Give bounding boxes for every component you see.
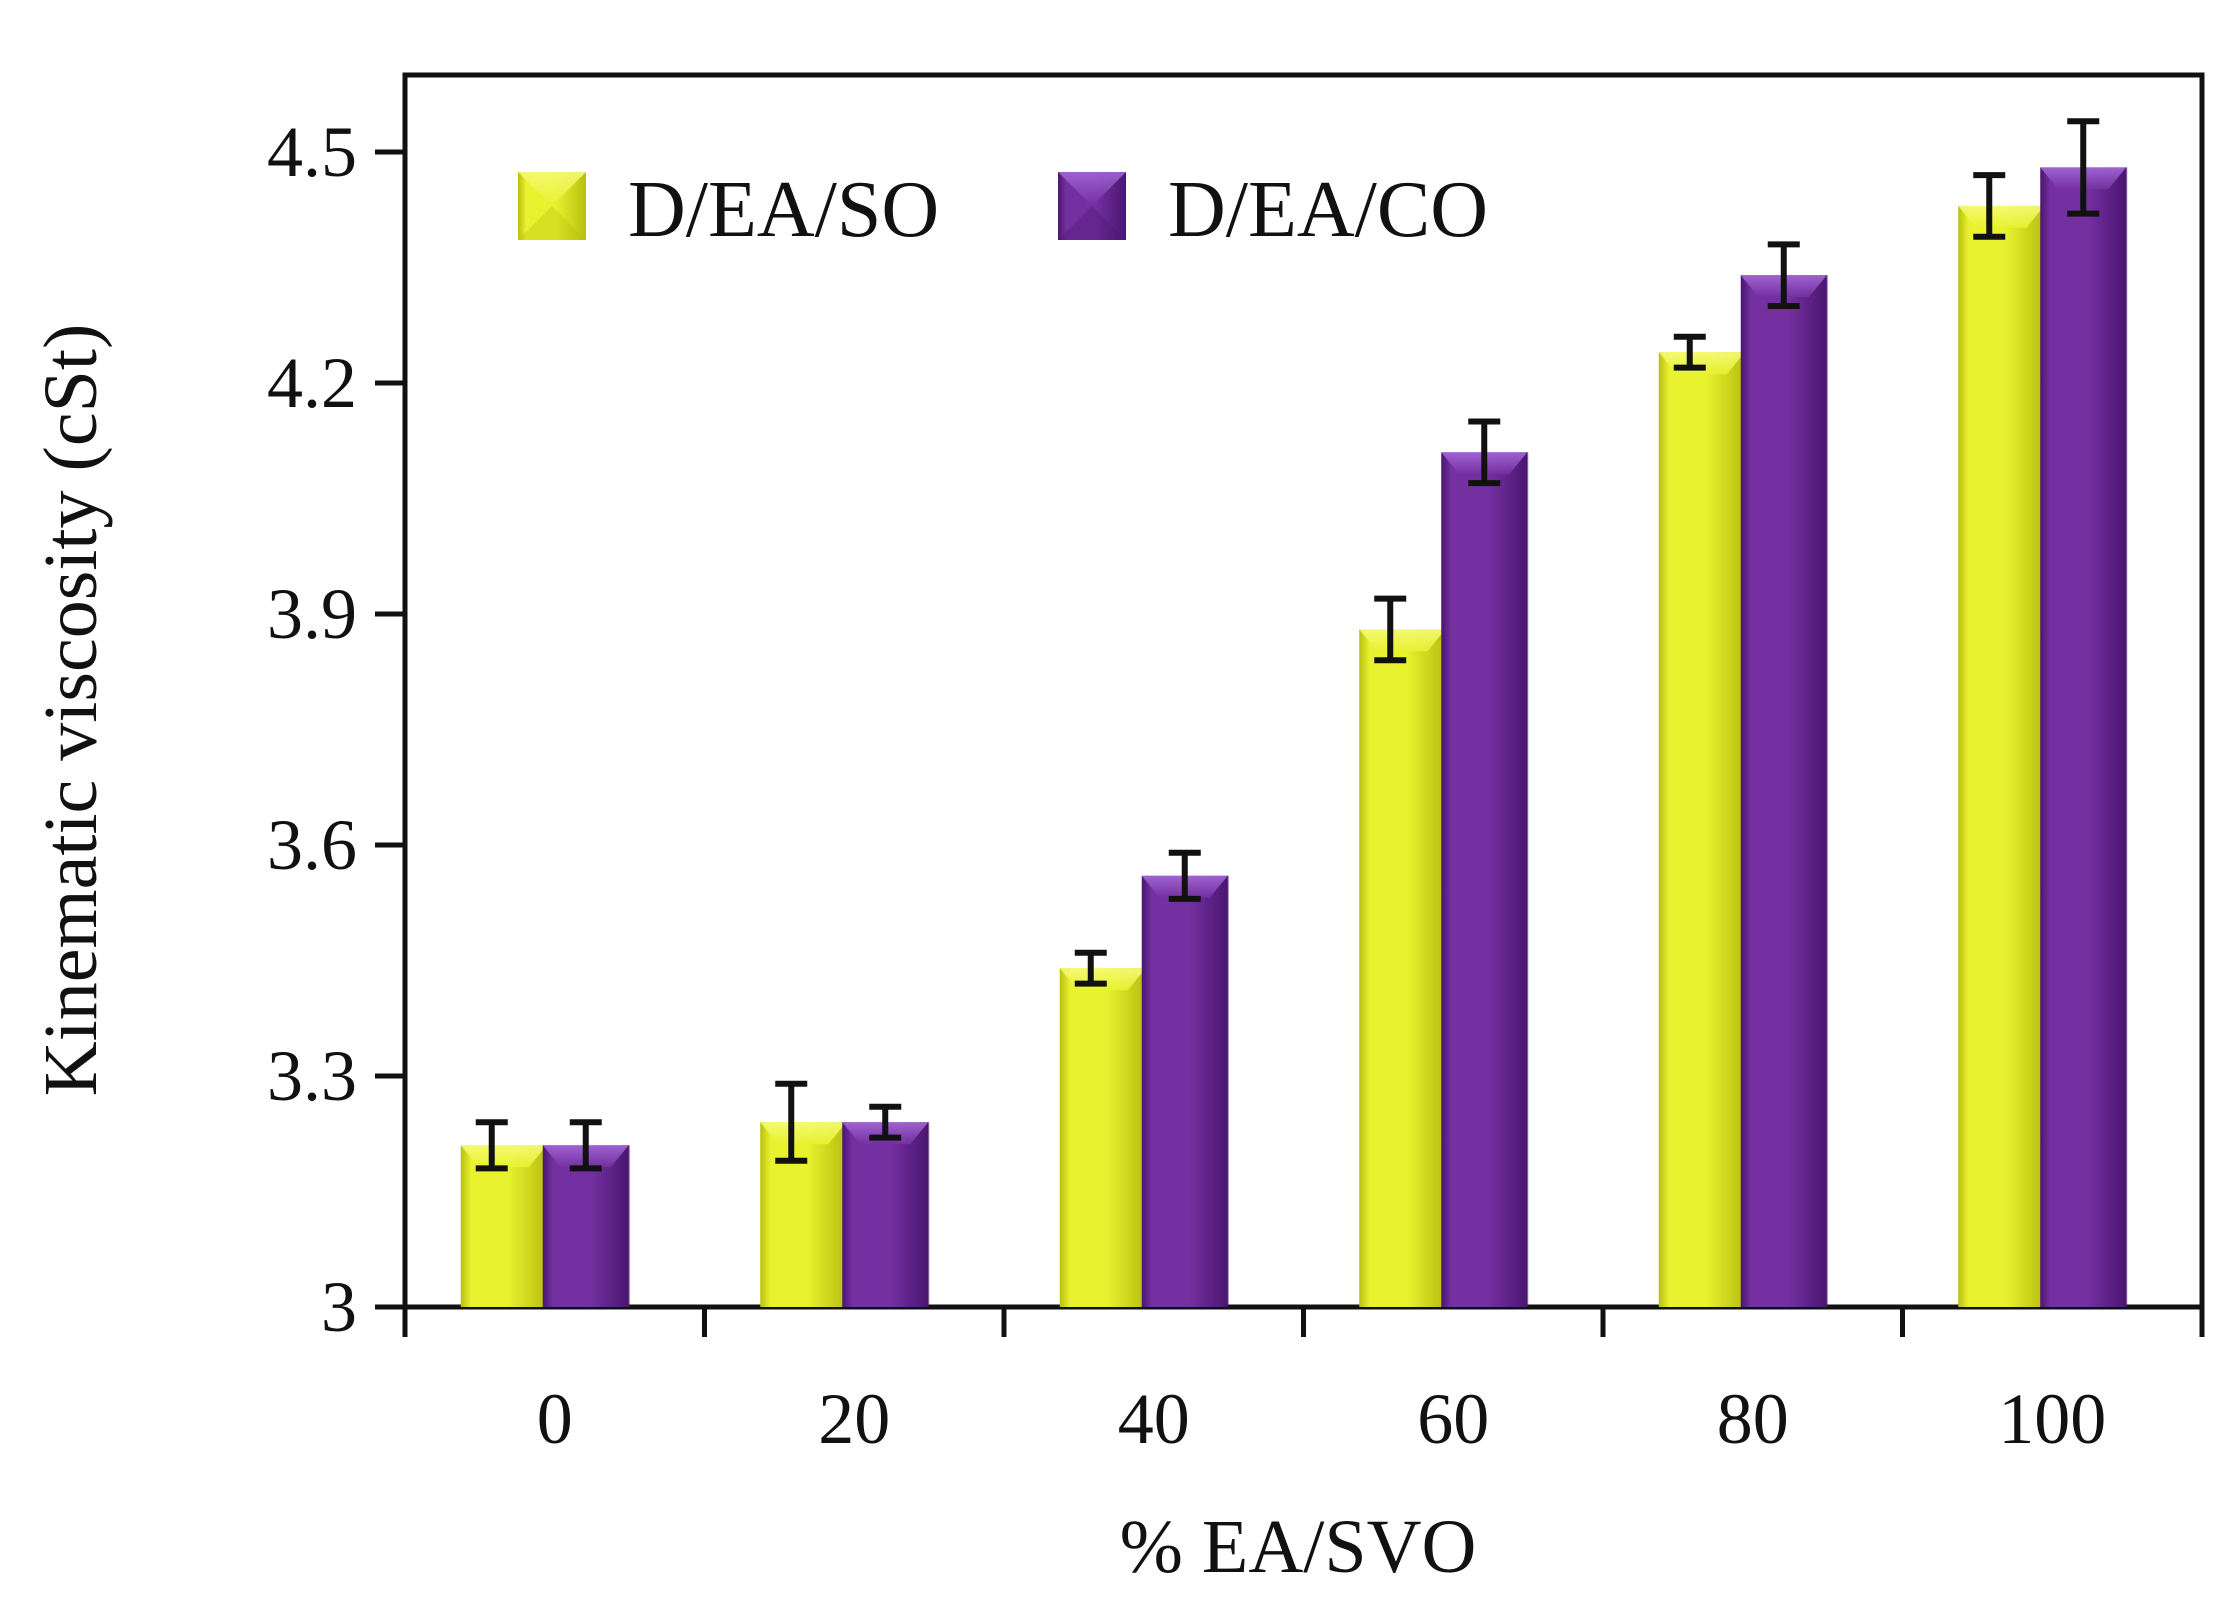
bar-body (1141, 875, 1228, 1307)
y-tick-label: 3.6 (267, 805, 357, 885)
bar-cap (460, 1145, 547, 1168)
bar-body (1359, 629, 1446, 1307)
bar-cap (1958, 205, 2045, 228)
error-bars-layer (475, 118, 2100, 1172)
bar-body (1958, 205, 2045, 1307)
legend: D/EA/SO D/EA/CO (518, 166, 1488, 254)
bar-co-100 (2040, 167, 2128, 1307)
bar-co-80 (1740, 275, 1828, 1308)
bars-layer (460, 167, 2128, 1308)
error-bar-co-20 (869, 1103, 902, 1141)
legend-swatch-so (518, 172, 586, 240)
bar-body (760, 1122, 847, 1307)
bar-co-60 (1441, 452, 1529, 1307)
error-bar-co-0 (569, 1119, 602, 1172)
bar-so-20 (760, 1122, 848, 1307)
x-tick-label: 60 (1417, 1379, 1489, 1459)
bar-body (1740, 275, 1827, 1308)
bar-body (1059, 968, 1146, 1307)
x-axis-label: % EA/SVO (1120, 1505, 1477, 1589)
bar-cap (1359, 629, 1446, 652)
bar-body (460, 1145, 547, 1307)
y-tick-label: 3 (321, 1267, 357, 1347)
y-tick-label: 3.9 (267, 574, 357, 654)
error-bar-co-80 (1767, 241, 1800, 309)
swatch-bevel-bottom (518, 206, 586, 240)
y-tick-label: 4.2 (267, 343, 357, 423)
error-bar-so-0 (475, 1119, 508, 1172)
bar-so-40 (1059, 968, 1147, 1307)
bar-body (1441, 452, 1528, 1307)
legend-item-so: D/EA/SO (518, 166, 939, 254)
x-tick-label: 80 (1717, 1379, 1789, 1459)
y-tick-label: 4.5 (267, 112, 357, 192)
legend-label-co: D/EA/CO (1168, 166, 1488, 254)
bar-body (542, 1145, 629, 1307)
legend-item-co: D/EA/CO (1058, 166, 1488, 254)
bar-cap (760, 1122, 847, 1145)
legend-label-so: D/EA/SO (628, 166, 939, 254)
error-bar-co-40 (1168, 849, 1201, 902)
error-bar-so-100 (1973, 172, 2006, 240)
bar-co-40 (1141, 875, 1229, 1307)
error-bar-so-60 (1374, 595, 1407, 664)
x-tick-label: 20 (818, 1379, 890, 1459)
y-axis-label: Kinematic viscosity (cSt) (29, 324, 113, 1097)
error-bar-so-80 (1673, 333, 1706, 371)
bar-body (1658, 352, 1745, 1307)
legend-swatch-co (1058, 172, 1126, 240)
bar-so-60 (1359, 629, 1447, 1307)
swatch-bevel-top (518, 172, 586, 206)
plot-frame (402, 72, 2205, 1310)
bar-so-80 (1658, 352, 1746, 1307)
x-tick-label: 100 (1998, 1379, 2106, 1459)
y-tick-label: 3.3 (267, 1036, 357, 1116)
axes-layer (375, 149, 2205, 1337)
swatch-bevel-bottom (1058, 206, 1126, 240)
tick-labels-layer: 3 3.3 3.6 3.9 4.2 4.5 0 20 40 60 80 100 (267, 112, 2106, 1459)
x-tick-label: 40 (1118, 1379, 1190, 1459)
bar-body (842, 1122, 929, 1307)
error-bar-co-100 (2067, 118, 2100, 217)
error-bar-so-20 (775, 1080, 808, 1164)
swatch-bevel-top (1058, 172, 1126, 206)
bar-co-0 (542, 1145, 630, 1307)
bar-co-20 (842, 1122, 930, 1307)
plot-border (402, 72, 2205, 1310)
error-bar-so-40 (1074, 949, 1107, 987)
bar-so-100 (1958, 205, 2046, 1307)
bar-body (2040, 167, 2127, 1307)
error-bar-co-60 (1468, 418, 1501, 487)
x-tick-label: 0 (537, 1379, 573, 1459)
